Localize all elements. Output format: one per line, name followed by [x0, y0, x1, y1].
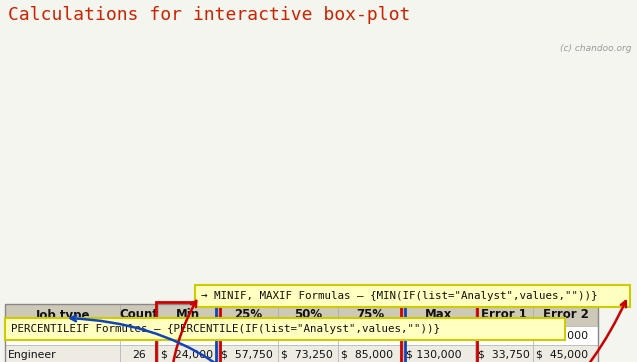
Text: $  75,000: $ 75,000 [341, 331, 393, 341]
Bar [338, 345, 403, 362]
Text: 26: 26 [132, 349, 146, 359]
Bar [278, 345, 338, 362]
Bar [403, 345, 475, 362]
Bar [533, 345, 598, 362]
Bar [278, 304, 338, 326]
Bar [158, 326, 218, 345]
Bar [120, 326, 158, 345]
Text: Calculations for interactive box-plot: Calculations for interactive box-plot [8, 6, 410, 24]
Text: $  36,000: $ 36,000 [478, 331, 530, 341]
Text: 25%: 25% [234, 308, 262, 321]
Bar [218, 326, 278, 345]
Text: Max: Max [426, 308, 453, 321]
Bar [218, 304, 278, 326]
Text: $  60,000: $ 60,000 [281, 331, 333, 341]
Text: → MINIF, MAXIF Formulas – {MIN(IF(list="Analyst",values,""))}: → MINIF, MAXIF Formulas – {MIN(IF(list="… [201, 291, 598, 301]
Bar [403, 326, 475, 345]
Bar [5, 345, 120, 362]
Bar [5, 304, 120, 326]
Text: $  57,750: $ 57,750 [221, 349, 273, 359]
Text: $ 160,000: $ 160,000 [406, 331, 462, 341]
Text: 75%: 75% [357, 308, 385, 321]
Text: Analyst: Analyst [8, 331, 48, 341]
Text: Error 1: Error 1 [481, 308, 527, 321]
Bar [401, 302, 477, 362]
Bar [475, 345, 533, 362]
Text: Count: Count [120, 308, 159, 321]
Bar [120, 304, 158, 326]
Text: $  85,000: $ 85,000 [341, 349, 393, 359]
Text: $  73,250: $ 73,250 [281, 349, 333, 359]
Text: (c) chandoo.org: (c) chandoo.org [559, 44, 631, 53]
Text: $ 130,000: $ 130,000 [406, 349, 462, 359]
Bar [533, 326, 598, 345]
Text: $  46,000: $ 46,000 [221, 331, 273, 341]
Text: $  10,000: $ 10,000 [161, 331, 213, 341]
Bar [158, 345, 218, 362]
Text: 297: 297 [129, 331, 149, 341]
Bar [338, 304, 403, 326]
Text: Engineer: Engineer [8, 349, 57, 359]
Bar [5, 326, 120, 345]
Bar [158, 304, 218, 326]
Bar [5, 318, 565, 340]
Text: $  33,750: $ 33,750 [478, 349, 530, 359]
Bar [120, 345, 158, 362]
Text: $  85,000: $ 85,000 [536, 331, 588, 341]
Text: $  24,000: $ 24,000 [161, 349, 213, 359]
Text: $  45,000: $ 45,000 [536, 349, 588, 359]
Text: 50%: 50% [294, 308, 322, 321]
Text: Min: Min [176, 308, 200, 321]
Bar [403, 304, 475, 326]
Text: Job type: Job type [35, 308, 90, 321]
Bar [533, 304, 598, 326]
Bar [475, 326, 533, 345]
Bar [218, 345, 278, 362]
Bar [216, 302, 405, 362]
Bar [338, 326, 403, 345]
Bar [156, 302, 220, 362]
Text: PERCENTILEIF Formules – {PERCENTILE(IF(list="Analyst",values,""))}: PERCENTILEIF Formules – {PERCENTILE(IF(l… [11, 324, 440, 334]
Bar [5, 304, 598, 362]
Bar [475, 304, 533, 326]
Bar [195, 285, 630, 307]
Text: Error 2: Error 2 [543, 308, 589, 321]
Bar [278, 326, 338, 345]
